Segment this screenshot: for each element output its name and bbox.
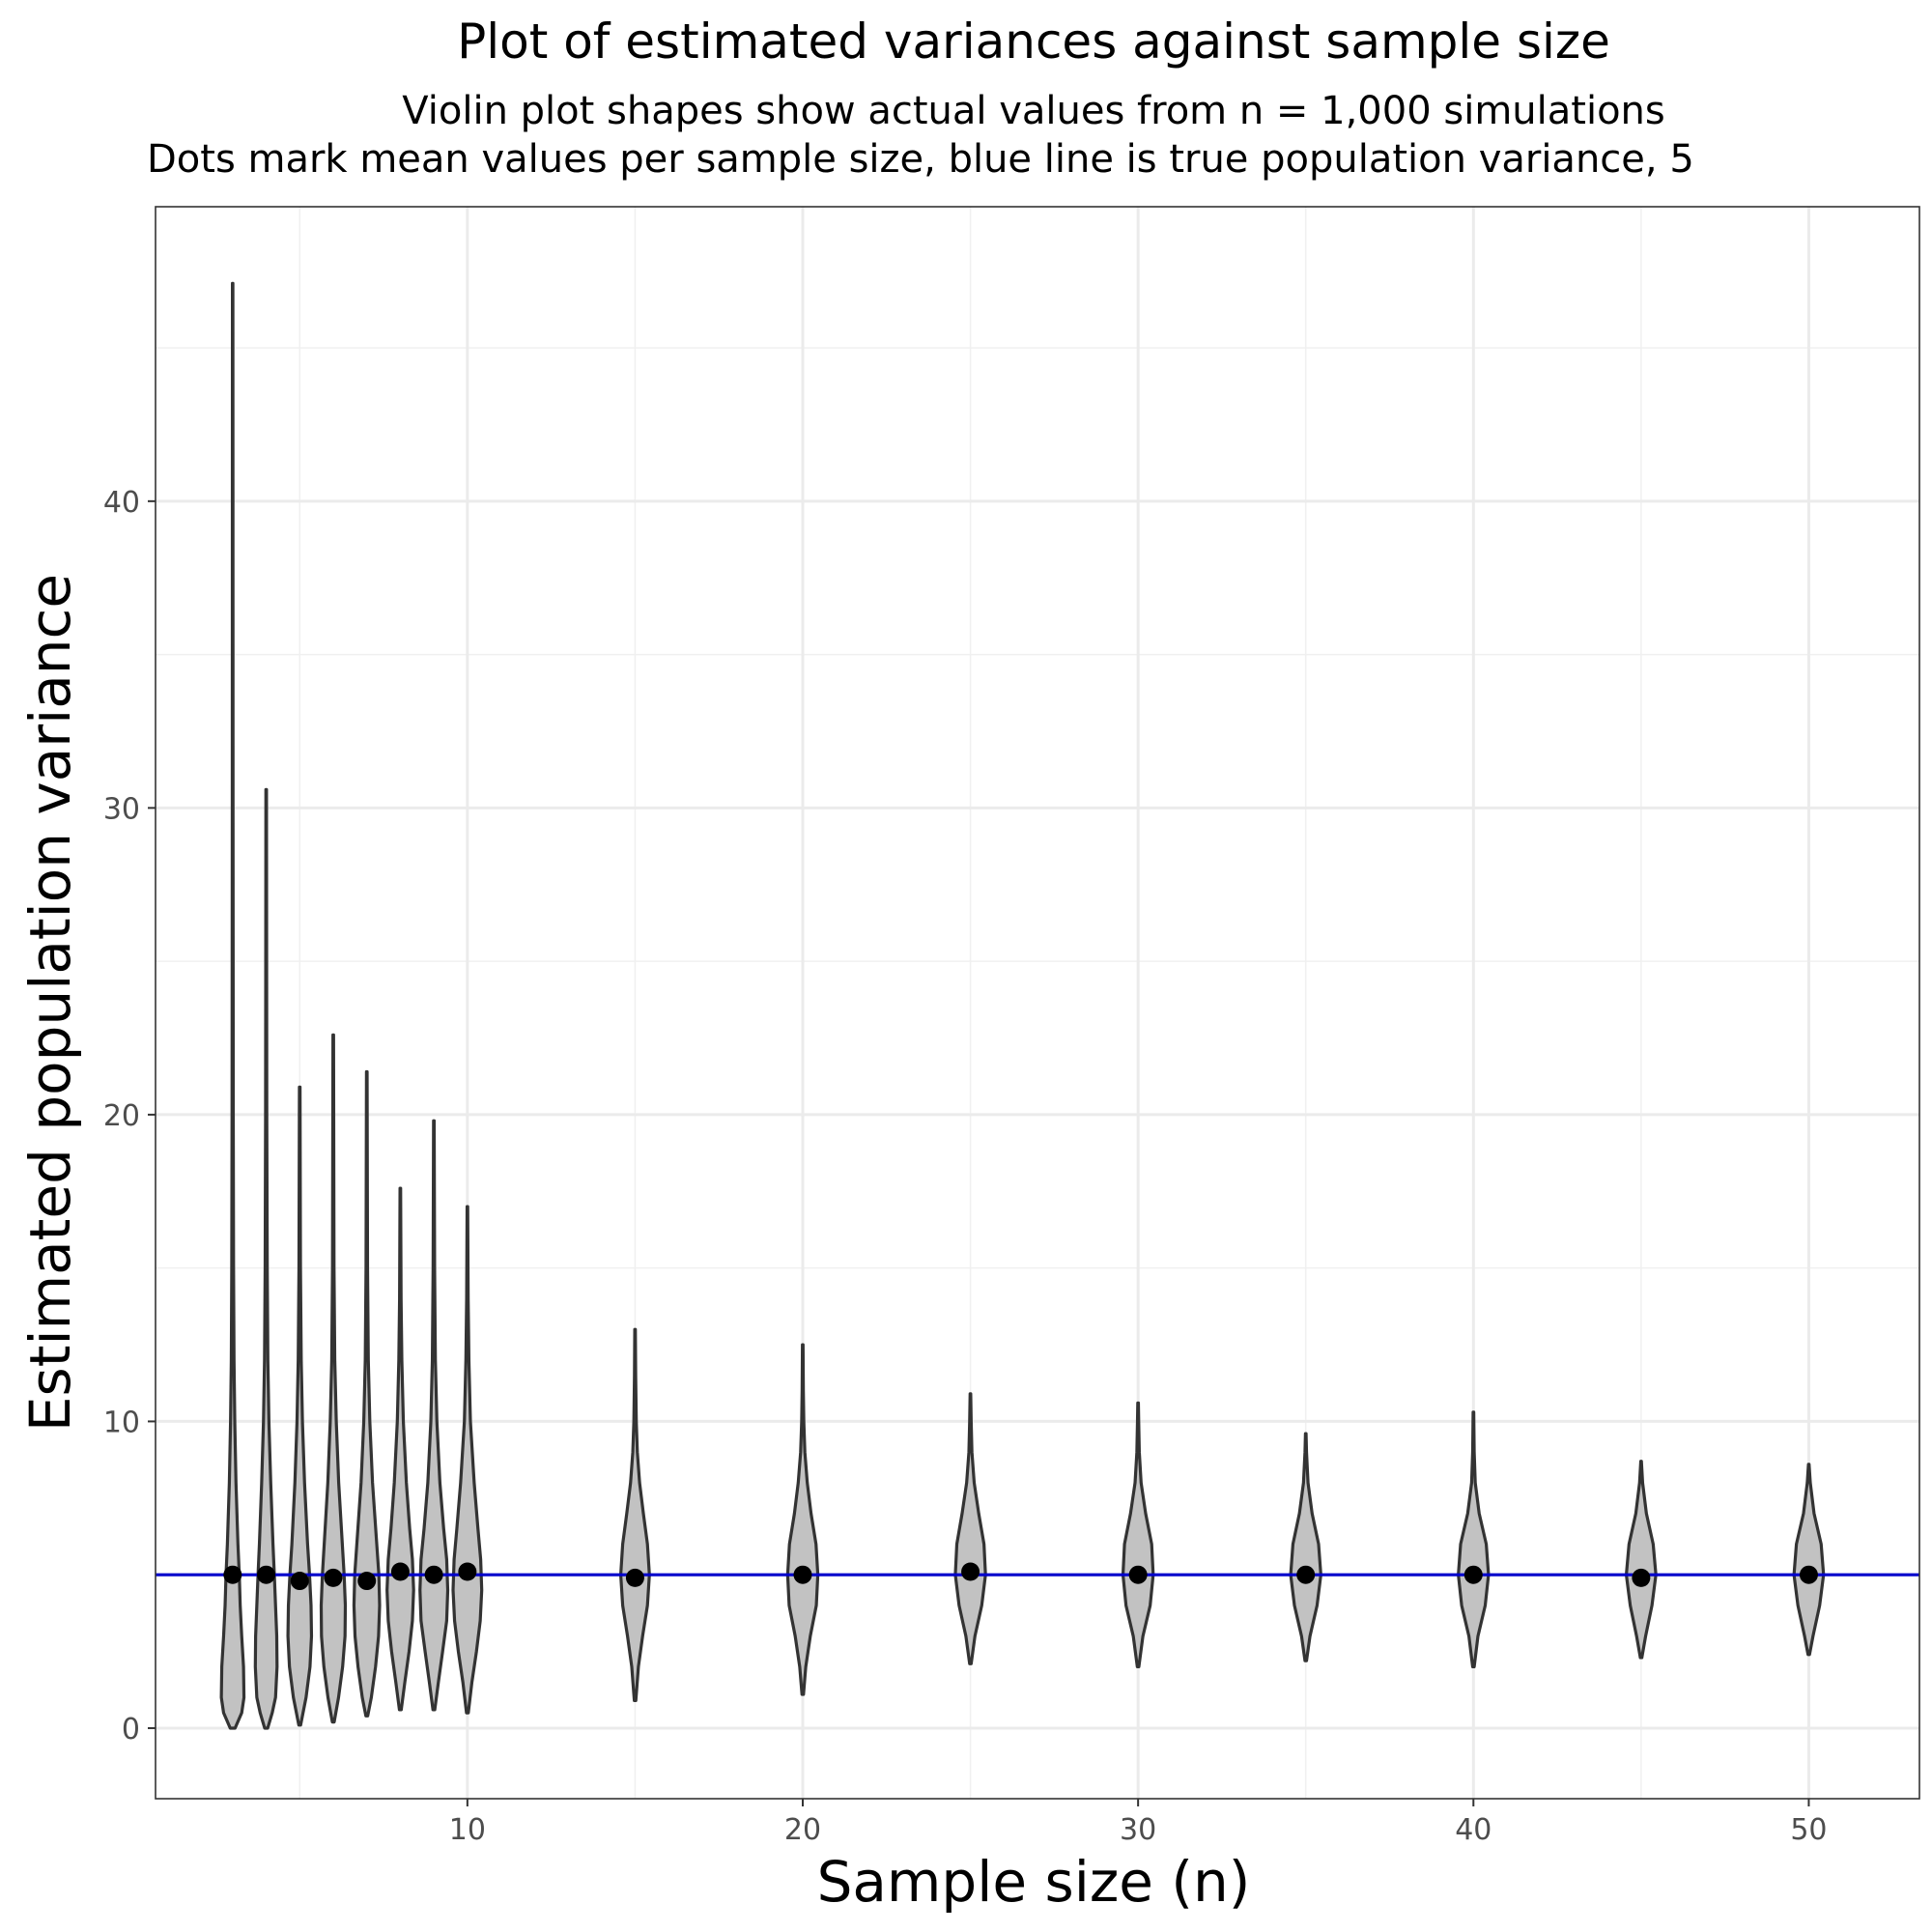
violin-n-10 — [451, 1205, 484, 1715]
x-tick-label: 30 — [1120, 1813, 1156, 1847]
y-tick-label: 40 — [103, 486, 140, 520]
mean-dot-n-20 — [793, 1565, 812, 1584]
y-tick-label: 30 — [103, 792, 140, 826]
violin-n-6 — [319, 1033, 348, 1724]
mean-dot-n-10 — [458, 1562, 477, 1581]
x-tick-label: 10 — [449, 1813, 486, 1847]
violin-n-9 — [418, 1119, 450, 1712]
violin-n-25 — [953, 1392, 987, 1665]
mean-dot-n-30 — [1128, 1565, 1148, 1584]
chart-title: Plot of estimated variances against samp… — [457, 14, 1610, 70]
mean-dot-n-40 — [1463, 1565, 1483, 1584]
mean-dot-n-3 — [223, 1565, 242, 1584]
x-tick-label: 40 — [1455, 1813, 1492, 1847]
chart-subtitle-line-2: Dots mark mean values per sample size, b… — [147, 137, 1694, 182]
y-tick-label: 20 — [103, 1099, 140, 1133]
x-axis-ticks: 10 20 30 40 50 — [449, 1799, 1828, 1847]
x-axis-label: Sample size (n) — [817, 1849, 1251, 1915]
x-tick-label: 50 — [1790, 1813, 1827, 1847]
mean-dot-n-50 — [1799, 1565, 1818, 1584]
mean-dot-n-9 — [424, 1565, 443, 1584]
violin-n-7 — [352, 1069, 382, 1718]
y-tick-label: 10 — [103, 1406, 140, 1439]
mean-dot-n-6 — [324, 1568, 343, 1587]
plot-panel-border — [155, 206, 1920, 1800]
violin-n-4 — [253, 787, 279, 1730]
y-axis-label: Estimated population variance — [17, 574, 83, 1432]
chart-subtitle-line-1: Violin plot shapes show actual values fr… — [402, 89, 1664, 133]
mean-dot-n-35 — [1296, 1565, 1316, 1584]
violin-n-5 — [286, 1085, 314, 1727]
y-axis-ticks: 0 10 20 30 40 — [103, 486, 156, 1747]
mean-dot-n-15 — [625, 1568, 644, 1587]
violin-n-3 — [219, 281, 246, 1730]
mean-dot-n-8 — [390, 1562, 410, 1581]
violin-n-45 — [1624, 1460, 1658, 1660]
violin-n-50 — [1792, 1463, 1826, 1657]
mean-dots — [223, 1562, 1818, 1591]
mean-dot-n-45 — [1632, 1568, 1651, 1587]
y-tick-label: 0 — [122, 1713, 140, 1747]
mean-dot-n-5 — [290, 1572, 309, 1591]
violin-n-8 — [385, 1186, 415, 1712]
mean-dot-n-4 — [257, 1565, 276, 1584]
x-tick-label: 20 — [784, 1813, 821, 1847]
mean-dot-n-25 — [961, 1562, 980, 1581]
mean-dot-n-7 — [357, 1572, 377, 1591]
violin-n-30 — [1121, 1401, 1155, 1669]
